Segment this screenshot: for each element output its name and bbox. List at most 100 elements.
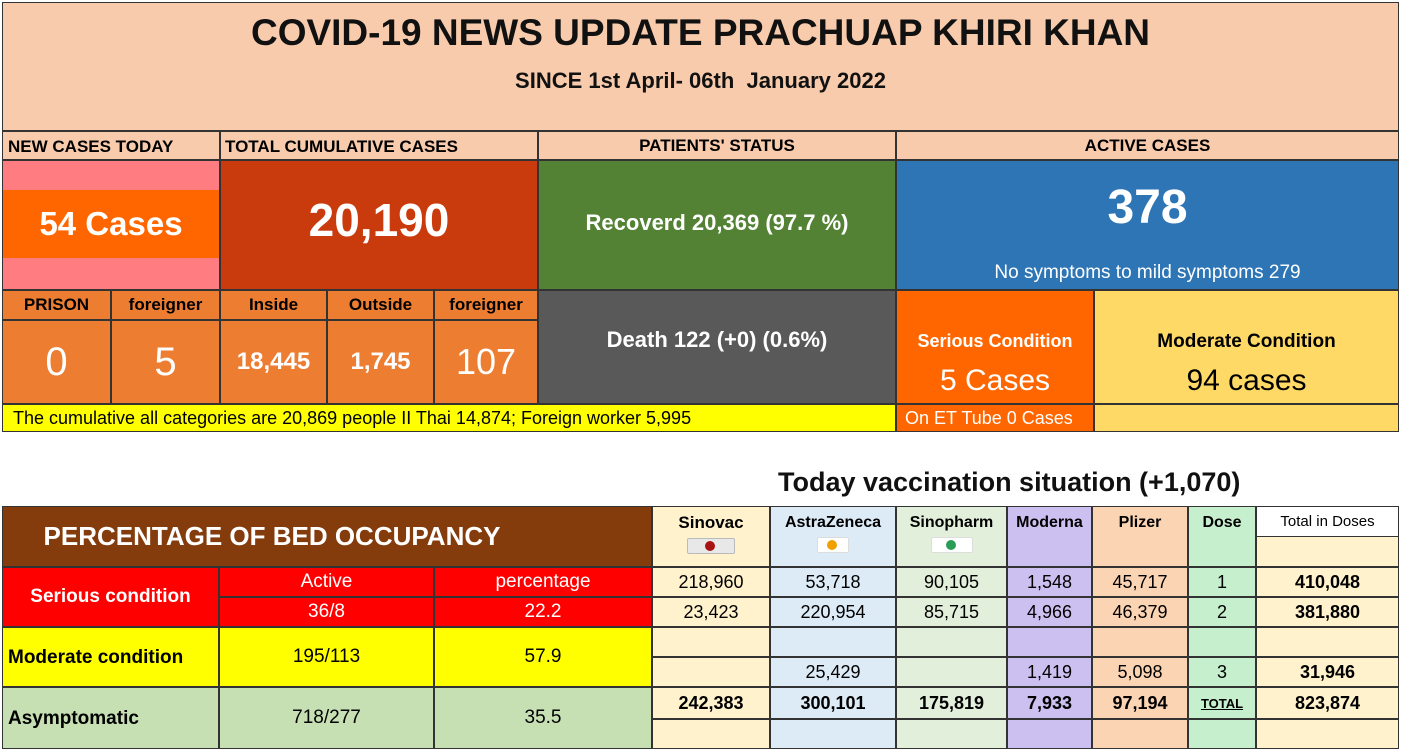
vax-cell-dose-row-3 [1188,627,1256,657]
vaccine-name: AstraZeneca [784,514,882,531]
vax-cell-sinovac-row-3 [652,627,770,657]
vax-cell-plizer-row-1: 45,717 [1092,567,1188,597]
bed-asymptomatic-label: Asymptomatic [2,687,219,749]
vax-cell-moderna-row-3 [1007,627,1092,657]
vax-cell-total-row-2: 381,880 [1256,597,1399,627]
page-subtitle: SINCE 1st April- 06th January 2022 [515,68,886,93]
bed-asymptomatic-active: 718/277 [219,687,434,749]
sinopharm-logo-icon [930,537,973,553]
patients-status-header: PATIENTS' STATUS [538,131,896,160]
header-panel [2,2,1399,131]
vax-cell-sinovac-row-4 [652,657,770,687]
new-foreigner-value: 5 [111,320,220,404]
vax-cell-astrazeneca-row-5: 300,101 [770,687,896,719]
vax-cell-dose-row-1: 1 [1188,567,1256,597]
vax-filler-moderna [1007,719,1092,749]
vax-cell-moderna-row-5: 7,933 [1007,687,1092,719]
bed-occupancy-title: PERCENTAGE OF BED OCCUPANCY [2,506,652,567]
death-status: Death 122 (+0) (0.6%) [538,290,896,404]
active-cases-header: ACTIVE CASES [896,131,1399,160]
vax-cell-dose-row-5: TOTAL [1188,687,1256,719]
vax-cell-sinovac-row-2: 23,423 [652,597,770,627]
sinovac-logo-icon [687,538,735,554]
vax-cell-total-row-1: 410,048 [1256,567,1399,597]
vaccine-header-moderna: Moderna [1007,506,1092,567]
vaccine-header-astrazeneca: AstraZeneca [770,506,896,567]
total-foreigner-label: foreigner [434,290,538,320]
bed-asymptomatic-percentage: 35.5 [434,687,652,749]
total-foreigner-value: 107 [434,320,538,404]
vax-cell-dose-row-4: 3 [1188,657,1256,687]
vax-cell-moderna-row-4: 1,419 [1007,657,1092,687]
vax-cell-astrazeneca-row-1: 53,718 [770,567,896,597]
vax-cell-sinopharm-row-3 [896,627,1007,657]
recovered-status: Recoverd 20,369 (97.7 %) [538,160,896,290]
vax-cell-plizer-row-2: 46,379 [1092,597,1188,627]
active-cases-value: 378 [1107,181,1188,234]
page-title: COVID-19 NEWS UPDATE PRACHUAP KHIRI KHAN [250,12,1151,53]
inside-label: Inside [220,290,327,320]
vax-cell-plizer-row-4: 5,098 [1092,657,1188,687]
vax-cell-plizer-row-3 [1092,627,1188,657]
bed-moderate-label: Moderate condition [2,627,219,687]
astrazeneca-logo-icon [817,537,849,553]
bed-active-header: Active [219,567,434,597]
vax-cell-sinopharm-row-2: 85,715 [896,597,1007,627]
moderate-condition-panel [1094,290,1399,404]
bed-serious-active: 36/8 [219,597,434,627]
bed-percentage-header: percentage [434,567,652,597]
new-foreigner-label: foreigner [111,290,220,320]
vaccine-header-sinovac: Sinovac [652,506,770,567]
cumulative-note: The cumulative all categories are 20,869… [2,404,896,432]
bed-moderate-percentage: 57.9 [434,627,652,687]
total-cumulative-header: TOTAL CUMULATIVE CASES [220,131,538,160]
vaccination-title: Today vaccination situation (+1,070) [778,467,1241,497]
vax-cell-total-row-5: 823,874 [1256,687,1399,719]
vax-cell-sinopharm-row-4 [896,657,1007,687]
mild-symptoms-note: No symptoms to mild symptoms 279 [994,262,1301,283]
vaccine-header-sinopharm: Sinopharm [896,506,1007,567]
vax-filler-sinovac [652,719,770,749]
vax-cell-sinopharm-row-1: 90,105 [896,567,1007,597]
bed-moderate-active: 195/113 [219,627,434,687]
active-cases-panel [896,160,1399,290]
vax-cell-astrazeneca-row-2: 220,954 [770,597,896,627]
inside-value: 18,445 [220,320,327,404]
vax-cell-astrazeneca-row-3 [770,627,896,657]
vax-cell-sinovac-row-5: 242,383 [652,687,770,719]
serious-condition-value: 5 Cases [939,364,1051,397]
total-doses-label: Total in Doses [1257,507,1398,537]
et-tube-note: On ET Tube 0 Cases [896,404,1094,432]
vax-cell-sinopharm-row-5: 175,819 [896,687,1007,719]
vax-filler-sinopharm [896,719,1007,749]
vax-filler-dose [1188,719,1256,749]
bed-serious-percentage: 22.2 [434,597,652,627]
vax-cell-total-row-4: 31,946 [1256,657,1399,687]
outside-value: 1,745 [327,320,434,404]
vaccine-name: Sinovac [678,513,744,532]
vaccine-header-plizer: Plizer [1092,506,1188,567]
vax-cell-dose-row-2: 2 [1188,597,1256,627]
vaccine-header-total: Total in Doses [1256,506,1399,567]
vax-filler-plizer [1092,719,1188,749]
vax-cell-moderna-row-2: 4,966 [1007,597,1092,627]
total-cumulative-value: 20,190 [220,160,538,290]
vaccine-name: Sinopharm [909,514,994,531]
new-cases-header: NEW CASES TODAY [2,131,220,160]
vax-cell-plizer-row-5: 97,194 [1092,687,1188,719]
bed-serious-label: Serious condition [2,567,219,627]
vaccine-header-dose: Dose [1188,506,1256,567]
vax-cell-sinovac-row-1: 218,960 [652,567,770,597]
serious-condition-label: Serious Condition [917,331,1073,351]
vax-cell-total-row-3 [1256,627,1399,657]
prison-value: 0 [2,320,111,404]
vax-cell-moderna-row-1: 1,548 [1007,567,1092,597]
vax-filler-total [1256,719,1399,749]
et-tube-filler [1094,404,1399,432]
vax-filler-astrazeneca [770,719,896,749]
moderate-condition-value: 94 cases [1186,364,1307,397]
serious-condition-panel [896,290,1094,404]
moderate-condition-label: Moderate Condition [1157,331,1336,352]
new-cases-value: 54 Cases [3,190,219,258]
